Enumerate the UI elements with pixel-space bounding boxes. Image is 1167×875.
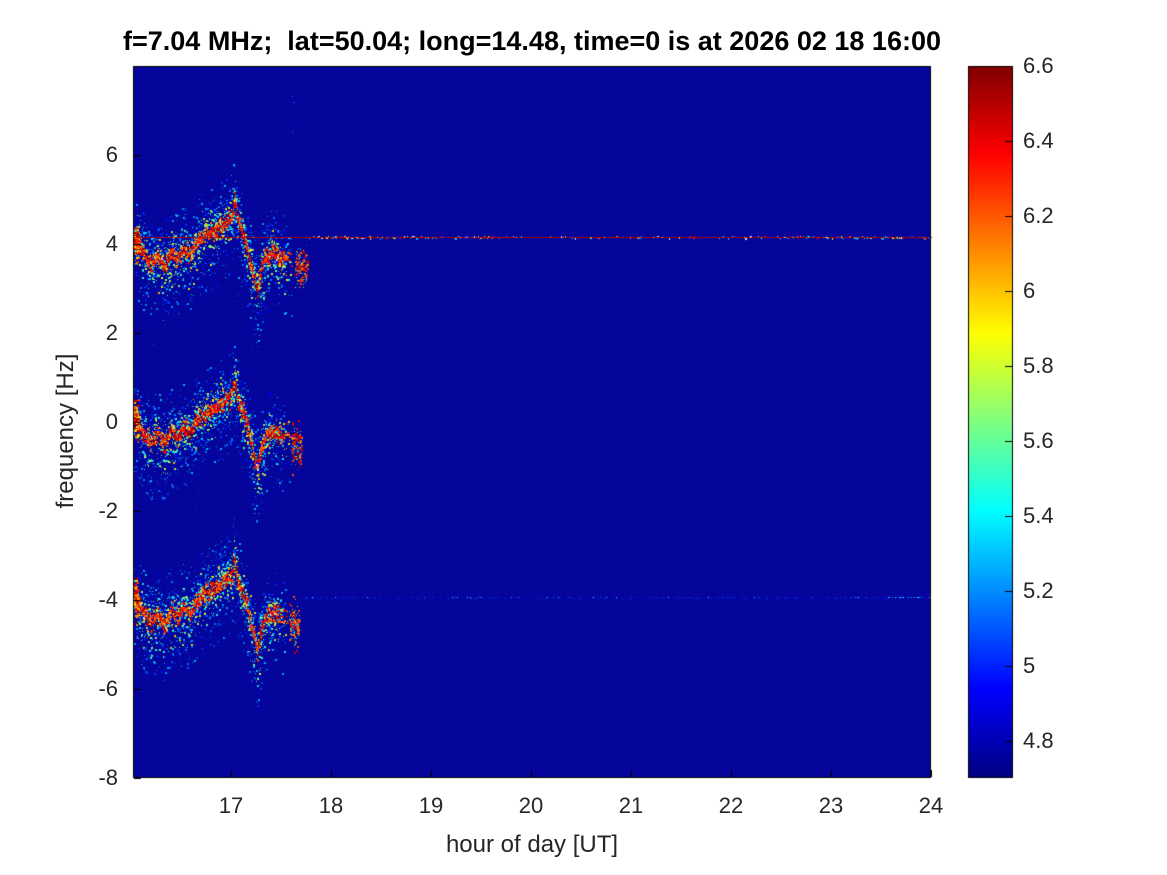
- y-tick-label: 0: [105, 409, 118, 434]
- colorbar-tick-label: 6: [1023, 277, 1036, 303]
- y-tick-label: -6: [98, 676, 118, 701]
- y-tick-label: 4: [105, 231, 118, 256]
- x-axis-label: hour of day [UT]: [445, 831, 619, 858]
- colorbar-tick-label: 5: [1023, 652, 1036, 678]
- colorbar-tick-label: 4.8: [1023, 727, 1054, 753]
- colorbar-tick-label: 6.2: [1023, 202, 1054, 228]
- x-tick-label: 17: [218, 793, 244, 818]
- x-tick-label: 22: [718, 793, 744, 818]
- y-tick-label: 6: [105, 142, 118, 167]
- x-tick-label: 24: [918, 793, 944, 818]
- x-tick-label: 23: [818, 793, 844, 818]
- colorbar-tick-label: 5.4: [1023, 502, 1054, 528]
- colorbar-tick-label: 6.4: [1023, 127, 1054, 153]
- x-tick-label: 18: [318, 793, 344, 818]
- colorbar-tick-label: 6.6: [1023, 53, 1054, 78]
- chart-title: f=7.04 MHz; lat=50.04; long=14.48, time=…: [123, 26, 941, 56]
- y-tick-label: -8: [98, 765, 118, 790]
- colorbar-tick-label: 5.6: [1023, 427, 1054, 453]
- colorbar-tick-label: 5.2: [1023, 577, 1054, 603]
- x-tick-label: 19: [418, 793, 444, 818]
- x-tick-label: 21: [618, 793, 644, 818]
- y-tick-label: -4: [98, 587, 118, 612]
- y-tick-label: -2: [98, 498, 118, 523]
- y-tick-label: 2: [105, 320, 118, 345]
- x-tick-label: 20: [518, 793, 544, 818]
- colorbar-tick-label: 5.8: [1023, 352, 1054, 378]
